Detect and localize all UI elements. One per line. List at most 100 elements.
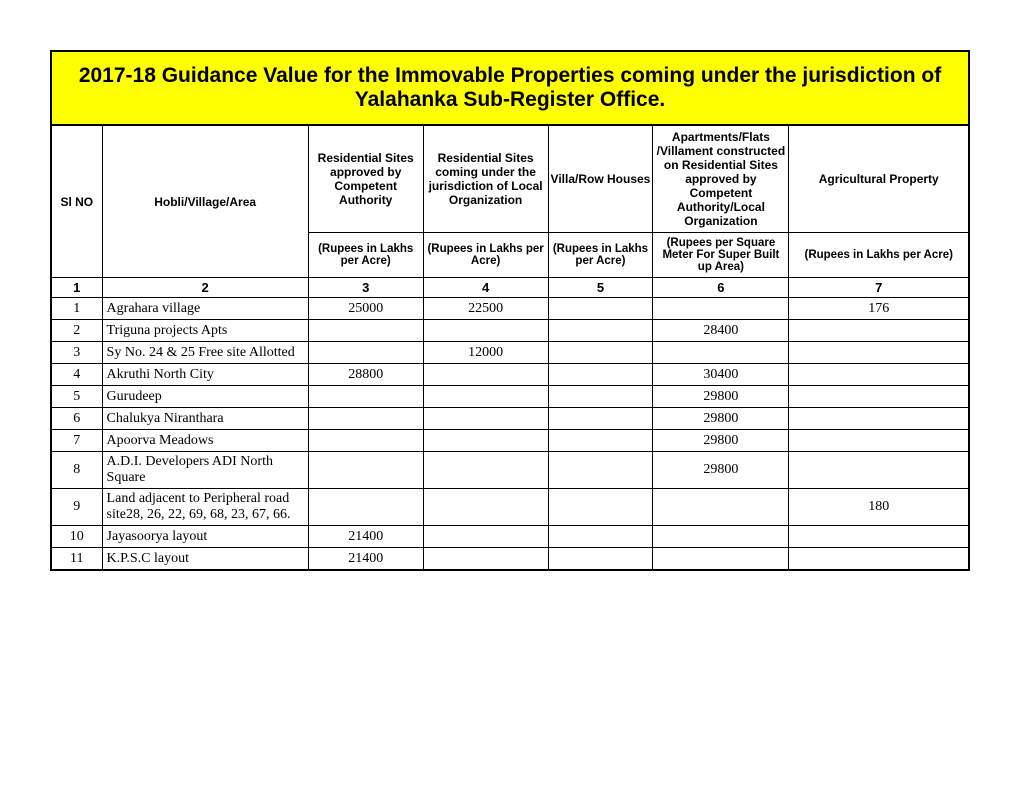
colnum-2: 2 [102,278,308,298]
cell-c7 [789,408,969,430]
cell-c4 [423,386,548,408]
table-row: 11K.P.S.C layout21400 [51,548,969,571]
colnum-row: 1 2 3 4 5 6 7 [51,278,969,298]
table-row: 9Land adjacent to Peripheral road site28… [51,489,969,526]
table-row: 6Chalukya Niranthara 29800 [51,408,969,430]
cell-c5 [548,430,653,452]
colnum-6: 6 [653,278,789,298]
header-c7: Agricultural Property [789,125,969,233]
cell-c5 [548,364,653,386]
cell-c6 [653,298,789,320]
cell-c4 [423,408,548,430]
cell-c6 [653,548,789,571]
cell-slno: 9 [51,489,102,526]
cell-c3: 21400 [308,548,423,571]
unit-c5: (Rupees in Lakhs per Acre) [548,233,653,278]
cell-c7 [789,320,969,342]
cell-c4 [423,452,548,489]
cell-slno: 2 [51,320,102,342]
cell-c5 [548,408,653,430]
cell-slno: 10 [51,526,102,548]
cell-c4 [423,489,548,526]
cell-c6 [653,489,789,526]
cell-c6: 29800 [653,408,789,430]
cell-c5 [548,320,653,342]
cell-slno: 1 [51,298,102,320]
unit-c3: (Rupees in Lakhs per Acre) [308,233,423,278]
cell-c5 [548,452,653,489]
data-body: 1Agrahara village25000225001762Triguna p… [51,298,969,571]
colnum-4: 4 [423,278,548,298]
cell-c7 [789,342,969,364]
table-row: 3Sy No. 24 & 25 Free site Allotted 12000 [51,342,969,364]
header-row: Sl NO Hobli/Village/Area Residential Sit… [51,125,969,233]
cell-c7 [789,548,969,571]
cell-c4: 12000 [423,342,548,364]
cell-c4 [423,364,548,386]
cell-c7 [789,386,969,408]
cell-c5 [548,298,653,320]
cell-c3: 28800 [308,364,423,386]
colnum-3: 3 [308,278,423,298]
cell-c6: 28400 [653,320,789,342]
table-row: 8A.D.I. Developers ADI North Square29800 [51,452,969,489]
cell-c3 [308,320,423,342]
cell-slno: 11 [51,548,102,571]
cell-c4 [423,548,548,571]
cell-slno: 4 [51,364,102,386]
cell-c3: 25000 [308,298,423,320]
cell-c6 [653,342,789,364]
cell-c4: 22500 [423,298,548,320]
title-row: 2017-18 Guidance Value for the Immovable… [51,51,969,125]
cell-area: Land adjacent to Peripheral road site28,… [102,489,308,526]
table-title: 2017-18 Guidance Value for the Immovable… [51,51,969,125]
colnum-5: 5 [548,278,653,298]
cell-area: Gurudeep [102,386,308,408]
header-c6: Apartments/Flats /Villament constructed … [653,125,789,233]
unit-c7: (Rupees in Lakhs per Acre) [789,233,969,278]
header-c3: Residential Sites approved by Competent … [308,125,423,233]
cell-area: Apoorva Meadows [102,430,308,452]
cell-c3 [308,489,423,526]
cell-slno: 8 [51,452,102,489]
unit-c6: (Rupees per Square Meter For Super Built… [653,233,789,278]
cell-c6: 29800 [653,452,789,489]
cell-c5 [548,342,653,364]
cell-c6: 29800 [653,386,789,408]
cell-c6 [653,526,789,548]
cell-c7 [789,364,969,386]
cell-c6: 30400 [653,364,789,386]
header-c5: Villa/Row Houses [548,125,653,233]
cell-c3 [308,342,423,364]
cell-slno: 3 [51,342,102,364]
header-slno: Sl NO [51,125,102,278]
cell-c7 [789,526,969,548]
table-row: 2Triguna projects Apts28400 [51,320,969,342]
cell-slno: 6 [51,408,102,430]
cell-c6: 29800 [653,430,789,452]
cell-c7 [789,430,969,452]
cell-c7 [789,452,969,489]
cell-area: Akruthi North City [102,364,308,386]
cell-c5 [548,548,653,571]
colnum-1: 1 [51,278,102,298]
cell-c5 [548,386,653,408]
table-row: 4Akruthi North City28800 30400 [51,364,969,386]
cell-c5 [548,489,653,526]
table-row: 1Agrahara village2500022500176 [51,298,969,320]
cell-c7: 176 [789,298,969,320]
cell-slno: 5 [51,386,102,408]
cell-slno: 7 [51,430,102,452]
header-c4: Residential Sites coming under the juris… [423,125,548,233]
cell-area: Jayasoorya layout [102,526,308,548]
cell-c4 [423,320,548,342]
cell-c3 [308,430,423,452]
cell-c7: 180 [789,489,969,526]
cell-area: K.P.S.C layout [102,548,308,571]
cell-c3 [308,408,423,430]
table-row: 7Apoorva Meadows 29800 [51,430,969,452]
cell-c3 [308,452,423,489]
cell-area: Sy No. 24 & 25 Free site Allotted [102,342,308,364]
table-row: 5Gurudeep 29800 [51,386,969,408]
cell-area: Chalukya Niranthara [102,408,308,430]
